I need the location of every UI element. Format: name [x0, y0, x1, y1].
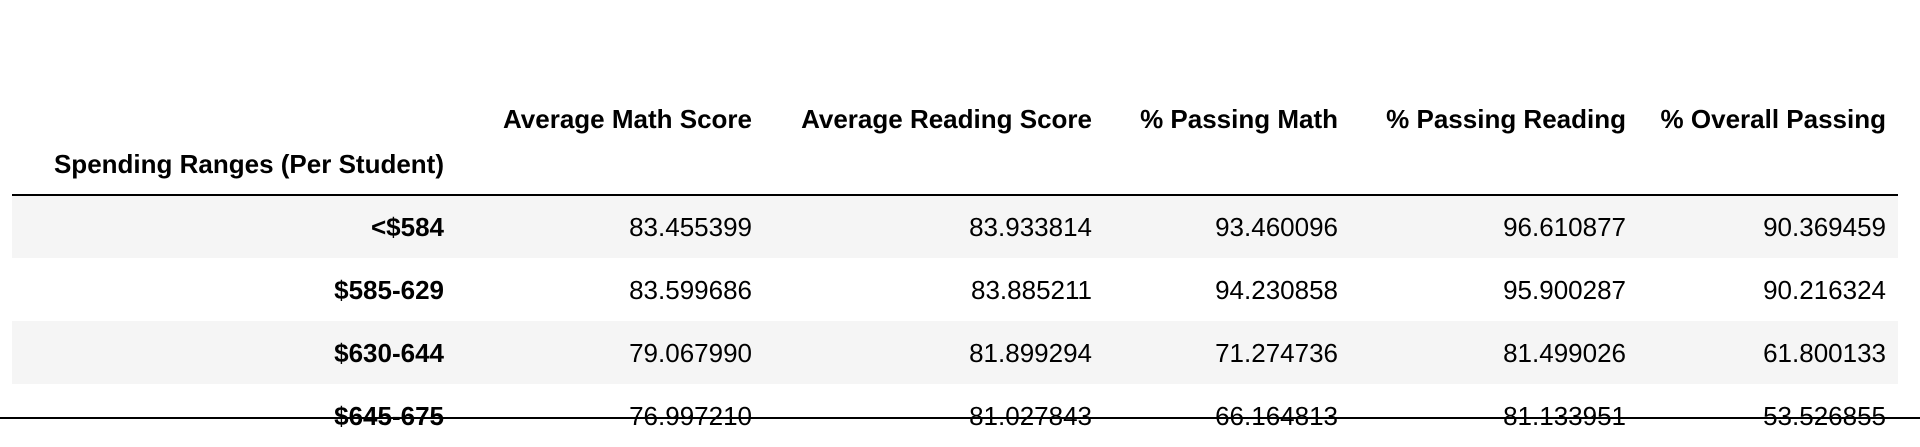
table-cell: 83.933814: [969, 212, 1092, 242]
row-label: $645-675: [334, 400, 444, 431]
table-cell: 83.885211: [971, 274, 1092, 305]
column-header-row: Average Math Score Average Reading Score…: [12, 0, 1898, 134]
index-name-spacer: [1104, 134, 1350, 196]
index-header-blank: [12, 0, 456, 134]
table-row: $630-644 79.067990 81.899294 71.274736 8…: [12, 321, 1898, 384]
table-row: <$584 83.455399 83.933814 93.460096 96.6…: [12, 195, 1898, 258]
table-cell: 95.900287: [1503, 274, 1626, 305]
table-cell: 71.274736: [1215, 337, 1338, 368]
spending-ranges-table: Average Math Score Average Reading Score…: [12, 0, 1898, 447]
table-cell: 61.800133: [1763, 337, 1886, 368]
table-cell: 79.067990: [629, 337, 752, 368]
table-cell: 66.164813: [1215, 400, 1338, 431]
table-row: $645-675 76.997210 81.027843 66.164813 8…: [12, 384, 1898, 447]
index-name-spacer: [1638, 134, 1898, 196]
column-header-average-math-score: Average Math Score: [502, 104, 752, 134]
table-cell: 83.455399: [629, 212, 752, 242]
column-header-passing-reading: % Passing Reading: [1386, 104, 1626, 134]
column-header-overall-passing: % Overall Passing: [1660, 104, 1886, 134]
table-cell: 94.230858: [1215, 274, 1338, 305]
table-cell: 81.899294: [969, 337, 1092, 368]
row-label: $585-629: [334, 274, 444, 305]
table-cell: 96.610877: [1503, 212, 1626, 242]
index-name-spacer: [1350, 134, 1638, 196]
table-row: $585-629 83.599686 83.885211 94.230858 9…: [12, 258, 1898, 321]
table-cell: 81.027843: [969, 400, 1092, 431]
index-name-spacer: [764, 134, 1104, 196]
table-cell: 81.499026: [1503, 337, 1626, 368]
index-name-header: Spending Ranges (Per Student): [12, 134, 456, 196]
table-cell: 93.460096: [1215, 212, 1338, 242]
column-header-average-reading-score: Average Reading Score: [801, 104, 1092, 134]
row-label: $630-644: [334, 337, 444, 368]
index-name-row: Spending Ranges (Per Student): [12, 134, 1898, 196]
bottom-divider: [0, 417, 1920, 419]
table-cell: 76.997210: [629, 400, 752, 431]
table-cell: 90.369459: [1763, 212, 1886, 242]
row-label: <$584: [370, 212, 444, 242]
table-cell: 53.526855: [1763, 400, 1886, 431]
table-cell: 83.599686: [629, 274, 752, 305]
index-name-spacer: [456, 134, 764, 196]
table-cell: 81.133951: [1503, 400, 1626, 431]
column-header-passing-math: % Passing Math: [1140, 104, 1338, 134]
dataframe-output: Average Math Score Average Reading Score…: [12, 0, 1898, 447]
table-cell: 90.216324: [1763, 274, 1886, 305]
